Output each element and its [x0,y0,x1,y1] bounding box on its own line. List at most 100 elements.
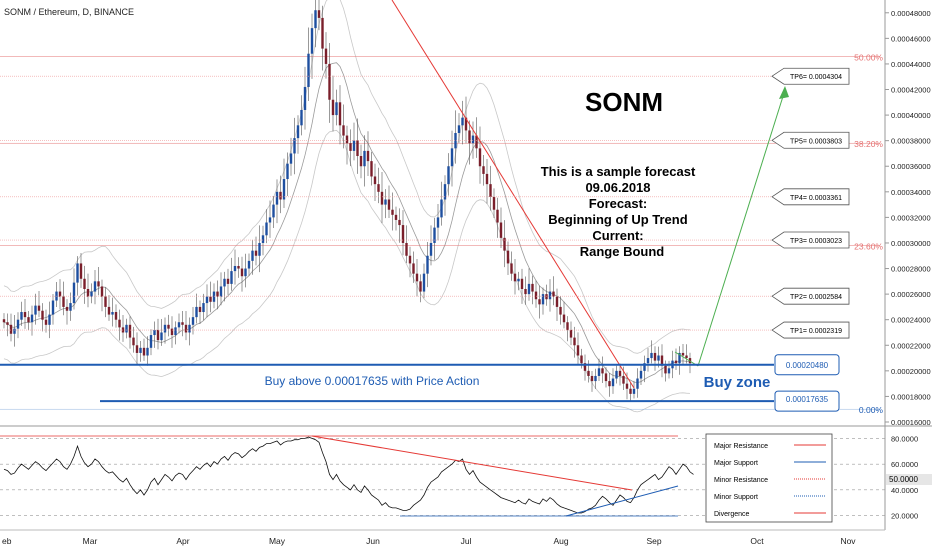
price-tick-label: 0.00020000 [891,367,931,376]
candle-body [240,268,244,277]
candle-body [541,294,545,305]
candle-body [202,303,205,313]
time-label: Jun [366,536,380,546]
candle-body [370,161,373,177]
candle-body [478,148,482,167]
candle-body [538,299,541,305]
moving-average [3,62,691,384]
candle-body [317,10,321,18]
candle-body [373,176,377,185]
candle-body [212,291,216,302]
candle-body [41,310,44,320]
candle-body [254,250,258,256]
candle-body [681,352,685,356]
candle-body [331,99,335,116]
candle-body [128,324,132,338]
candle-body [667,368,671,374]
target-label: TP3= 0.0003023 [790,238,842,245]
legend-label: Major Resistance [714,443,768,450]
candle-body [160,332,163,341]
fib-label: 0.00% [859,405,884,415]
time-label: Jul [461,536,472,546]
candle-body [310,28,314,54]
target-callout [771,231,850,249]
candle-body [653,352,657,361]
candle-body [132,337,135,346]
candle-body [352,140,356,151]
rsi-support-trend-line [565,485,679,517]
time-label: Mar [83,536,98,546]
price-tick-label: 0.00044000 [891,60,931,69]
target-callout [771,131,850,149]
rsi-last-value: 50.0000 [889,475,918,484]
forecast-line-5: Current: [592,228,643,243]
candle-body [569,329,573,338]
candle-body [58,291,62,297]
candle-body [457,125,461,133]
candle-body [163,324,167,333]
candle-body [93,281,97,292]
candle-body [16,319,20,329]
time-label: Aug [553,536,568,546]
candle-body [62,296,65,307]
candle-body [153,329,156,336]
candle-body [237,265,240,269]
candle-body [366,150,370,162]
legend-label: Minor Support [714,494,758,501]
candle-body [69,303,72,311]
price-tick-label: 0.00038000 [891,137,931,146]
candle-body [580,355,583,364]
legend-label: Minor Resistance [714,477,768,484]
candle-body [391,209,394,215]
price-tick-label: 0.00048000 [891,9,931,18]
candle-body [604,373,608,382]
candle-body [149,335,153,348]
price-tick-label: 0.00036000 [891,162,931,171]
candle-body [499,222,503,238]
rsi-tick-label: 80.0000 [891,434,918,443]
candle-body [405,242,408,256]
candle-body [415,273,419,282]
candle-body [216,291,219,297]
candle-body [363,150,366,167]
candle-body [461,117,464,126]
candle-body [496,209,499,223]
forecast-line-1: This is a sample forecast [541,164,696,179]
candle-body [674,360,678,364]
price-tick-label: 0.00024000 [891,316,931,325]
candle-body [548,291,552,300]
candle-body [233,265,237,272]
candle-body [170,328,174,336]
candle-body [426,255,429,274]
candle-body [226,278,230,284]
candle-body [65,306,69,311]
buy-zone-bottom-label: 0.00017635 [786,395,829,404]
price-tick-label: 0.00026000 [891,290,931,299]
candle-body [489,184,492,197]
candle-body [384,199,387,205]
candle-body [545,294,548,300]
candle-body [223,278,226,287]
candle-body [146,347,149,356]
target-callout [771,188,850,206]
candle-body [506,250,510,264]
candle-body [30,314,34,323]
target-label: TP5= 0.0003803 [790,138,842,145]
candle-body [48,314,51,325]
trend-lines [391,0,789,389]
candle-body [380,191,384,205]
candle-body [219,286,223,297]
candle-body [275,191,279,205]
candle-body [464,117,468,131]
candle-body [303,86,307,110]
candle-body [583,363,587,371]
candle-body [37,305,41,311]
candle-body [643,363,646,371]
fib-label: 38.20% [854,139,883,149]
candle-body [72,282,76,304]
candle-body [167,324,170,329]
major-resistance-line [391,0,635,389]
candle-body [468,130,471,144]
candle-body [657,355,660,361]
